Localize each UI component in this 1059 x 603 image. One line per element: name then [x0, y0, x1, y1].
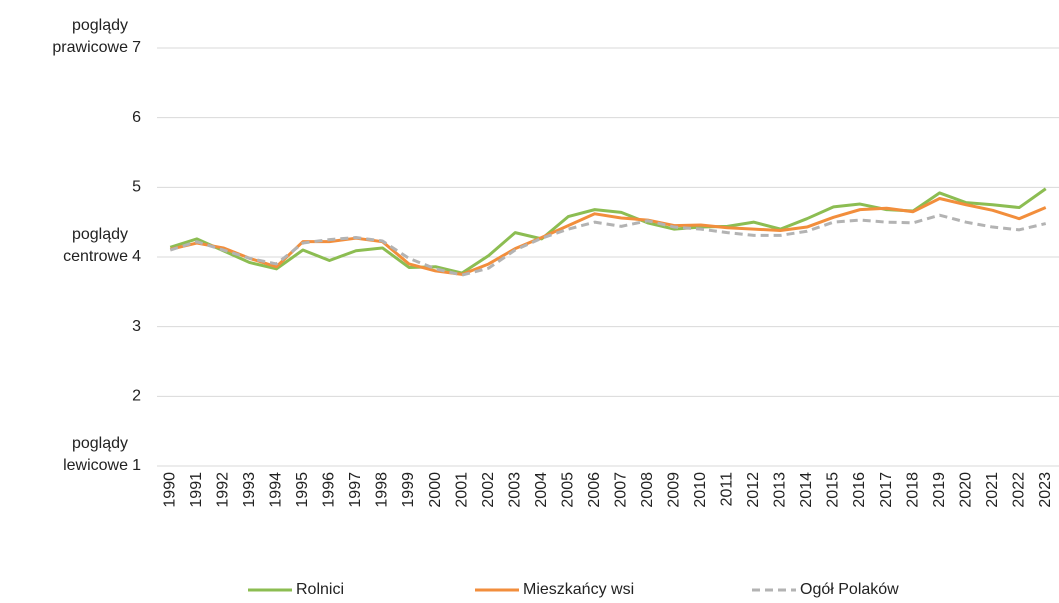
- x-tick-label: 1991: [188, 472, 205, 508]
- x-tick-label: 2023: [1037, 472, 1054, 508]
- x-tick-label: 2018: [904, 472, 921, 508]
- x-tick-label: 2017: [878, 472, 895, 508]
- legend-label: Ogół Polaków: [800, 581, 899, 598]
- x-tick-label: 2007: [612, 472, 629, 508]
- x-tick-label: 2020: [957, 472, 974, 508]
- legend-label: Rolnici: [296, 581, 344, 598]
- x-tick-label: 2006: [586, 472, 603, 508]
- y-tick-label: 7: [132, 39, 141, 56]
- x-tick-label: 1997: [347, 472, 364, 508]
- series-line: [169, 187, 1047, 275]
- x-tick-label: 2013: [772, 472, 789, 508]
- x-tick-label: 2016: [851, 472, 868, 508]
- x-tick-label: 1993: [241, 472, 258, 508]
- x-tick-label: 2010: [692, 472, 709, 508]
- x-tick-label: 1996: [321, 472, 338, 508]
- x-tick-label: 2012: [745, 472, 762, 508]
- x-tick-label: 1999: [400, 472, 417, 508]
- x-tick-label: 2022: [1010, 472, 1027, 508]
- x-tick-label: 2002: [480, 472, 497, 508]
- x-tick-label: 2005: [559, 472, 576, 508]
- x-tick-label: 2001: [453, 472, 470, 508]
- y-tick-label: 1: [132, 457, 141, 474]
- axis-annotation: poglądy prawicowe: [52, 17, 128, 56]
- x-tick-label: 1990: [161, 472, 178, 508]
- y-tick-label: 6: [132, 109, 141, 126]
- y-tick-label: 5: [132, 179, 141, 196]
- x-tick-label: 2021: [984, 472, 1001, 508]
- axis-annotation: poglądy centrowe: [63, 226, 128, 265]
- x-tick-label: 2009: [666, 472, 683, 508]
- x-tick-label: 1992: [215, 472, 232, 508]
- x-tick-label: 2011: [719, 472, 736, 507]
- x-tick-label: 2015: [825, 472, 842, 508]
- x-tick-label: 2004: [533, 472, 550, 508]
- y-tick-label: 3: [132, 318, 141, 335]
- x-tick-label: 2008: [639, 472, 656, 508]
- y-tick-label: 2: [132, 388, 141, 405]
- legend-label: Mieszkańcy wsi: [523, 581, 634, 598]
- x-tick-label: 2003: [506, 472, 523, 508]
- axis-annotation: poglądy lewicowe: [63, 435, 128, 474]
- x-tick-label: 2019: [931, 472, 948, 508]
- x-tick-label: 1998: [374, 472, 391, 508]
- x-tick-label: 1995: [294, 472, 311, 508]
- series-line: [169, 213, 1047, 277]
- x-tick-label: 2000: [427, 472, 444, 508]
- x-tick-label: 2014: [798, 472, 815, 508]
- y-tick-label: 4: [132, 248, 141, 265]
- x-tick-label: 1994: [268, 472, 285, 508]
